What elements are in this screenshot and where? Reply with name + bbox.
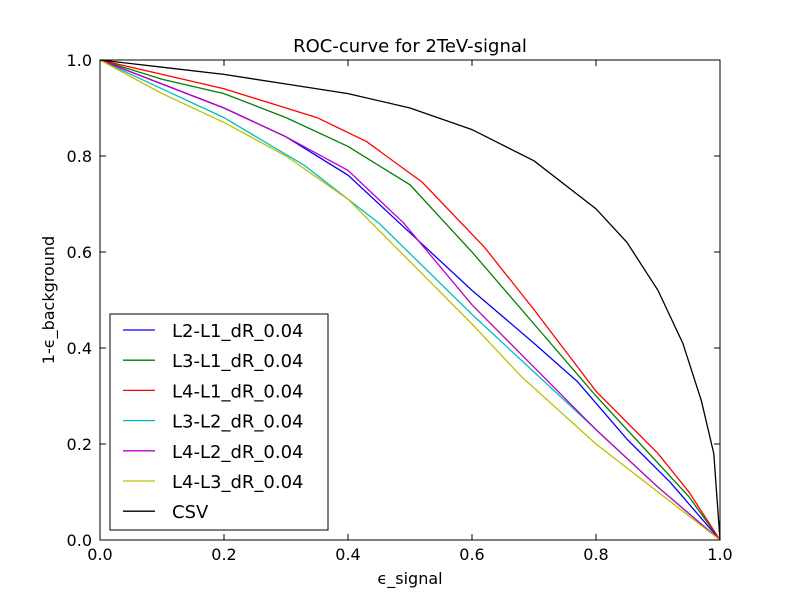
legend-label-4: L4-L2_dR_0.04	[172, 442, 303, 463]
y-tick-label: 0.4	[67, 339, 92, 358]
series-line-1	[99, 59, 721, 541]
legend-box	[109, 313, 329, 531]
legend-label-3: L3-L2_dR_0.04	[172, 412, 303, 433]
legend-label-6: CSV	[172, 502, 209, 523]
y-tick-label: 0.6	[67, 243, 92, 262]
x-tick-label: 1.0	[707, 545, 732, 564]
series-layer	[99, 59, 721, 541]
legend-label-2: L4-L1_dR_0.04	[172, 381, 303, 402]
x-axis-title: ϵ_signal	[377, 569, 442, 589]
y-tick-label: 0.8	[67, 147, 92, 166]
y-tick-label: 1.0	[67, 51, 92, 70]
x-tick-label: 0.6	[459, 545, 484, 564]
plot-frame	[99, 59, 721, 541]
legend-label-5: L4-L3_dR_0.04	[172, 472, 303, 493]
legend-label-0: L2-L1_dR_0.04	[172, 321, 303, 342]
series-line-4	[99, 59, 721, 541]
series-line-5	[99, 59, 721, 541]
ticks-layer: 0.0 0.2 0.4 0.6 0.8 1.0 0.0 0.2 0.4 0.6 0.8 1.0	[67, 51, 733, 564]
x-tick-label: 0.0	[87, 545, 112, 564]
y-tick-label: 0.0	[67, 531, 92, 550]
y-tick-label: 0.2	[67, 435, 92, 454]
chart-title: ROC-curve for 2TeV-signal	[293, 36, 527, 57]
x-tick-label: 0.8	[583, 545, 608, 564]
x-tick-label: 0.2	[211, 545, 236, 564]
series-line-2	[99, 59, 721, 541]
series-line-6	[99, 59, 721, 541]
legend-label-1: L3-L1_dR_0.04	[172, 351, 303, 372]
x-tick-label: 0.4	[335, 545, 360, 564]
legend: L2-L1_dR_0.04 L3-L1_dR_0.04 L4-L1_dR_0.04 L…	[109, 313, 329, 531]
y-axis-title: 1-ϵ_background	[39, 236, 59, 364]
